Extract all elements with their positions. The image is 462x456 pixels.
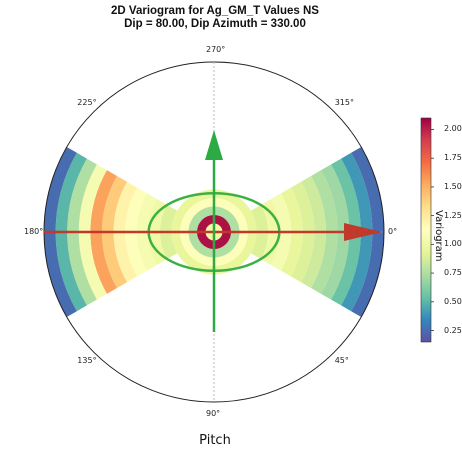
west-sector-cell <box>101 175 128 289</box>
west-sector-cell <box>90 170 117 294</box>
angle-label-180: 180° <box>24 227 44 236</box>
angle-label-135: 135° <box>77 355 97 365</box>
minor-axis-arrowhead <box>205 130 223 160</box>
east-sector-cell <box>300 175 327 289</box>
west-sector-cell <box>78 164 107 300</box>
x-axis-label: Pitch <box>199 433 231 448</box>
colorbar-tick-label: 0.50 <box>444 296 462 306</box>
west-sector-cell <box>43 147 77 317</box>
angle-label-90: 90° <box>206 409 221 418</box>
east-sector-cell <box>341 152 373 312</box>
west-sector-cell <box>67 158 97 306</box>
colorbar-tick-label: 2.00 <box>444 124 462 134</box>
chart-subtitle: Dip = 80.00, Dip Azimuth = 330.00 <box>124 18 306 30</box>
colorbar-label: Variogram <box>433 210 444 262</box>
major-axis-arrowhead <box>344 223 382 241</box>
colorbar-tick-label: 1.75 <box>444 153 462 163</box>
west-sector-cell <box>113 181 138 283</box>
east-sector-cell <box>321 164 350 300</box>
angle-label-225: 225° <box>77 98 97 108</box>
angle-label-270: 270° <box>206 45 226 54</box>
west-sector-cell <box>55 152 87 312</box>
angle-label-315: 315° <box>334 98 354 108</box>
colorbar-tick-label: 0.25 <box>444 325 462 335</box>
east-sector-cell <box>290 181 315 283</box>
colorbar-tick-label: 1.00 <box>444 239 462 249</box>
angle-label-45: 45° <box>334 355 349 365</box>
colorbar-tick-label: 1.50 <box>444 181 462 191</box>
colorbar <box>420 117 432 343</box>
angle-label-0: 0° <box>388 227 398 236</box>
colorbar-tick-label: 1.25 <box>444 210 462 220</box>
colorbar-tick-label: 0.75 <box>444 268 462 278</box>
chart-title: 2D Variogram for Ag_GM_T Values NS <box>111 5 319 17</box>
east-sector-cell <box>351 147 384 317</box>
east-sector-cell <box>311 170 338 294</box>
east-sector-cell <box>331 158 361 306</box>
